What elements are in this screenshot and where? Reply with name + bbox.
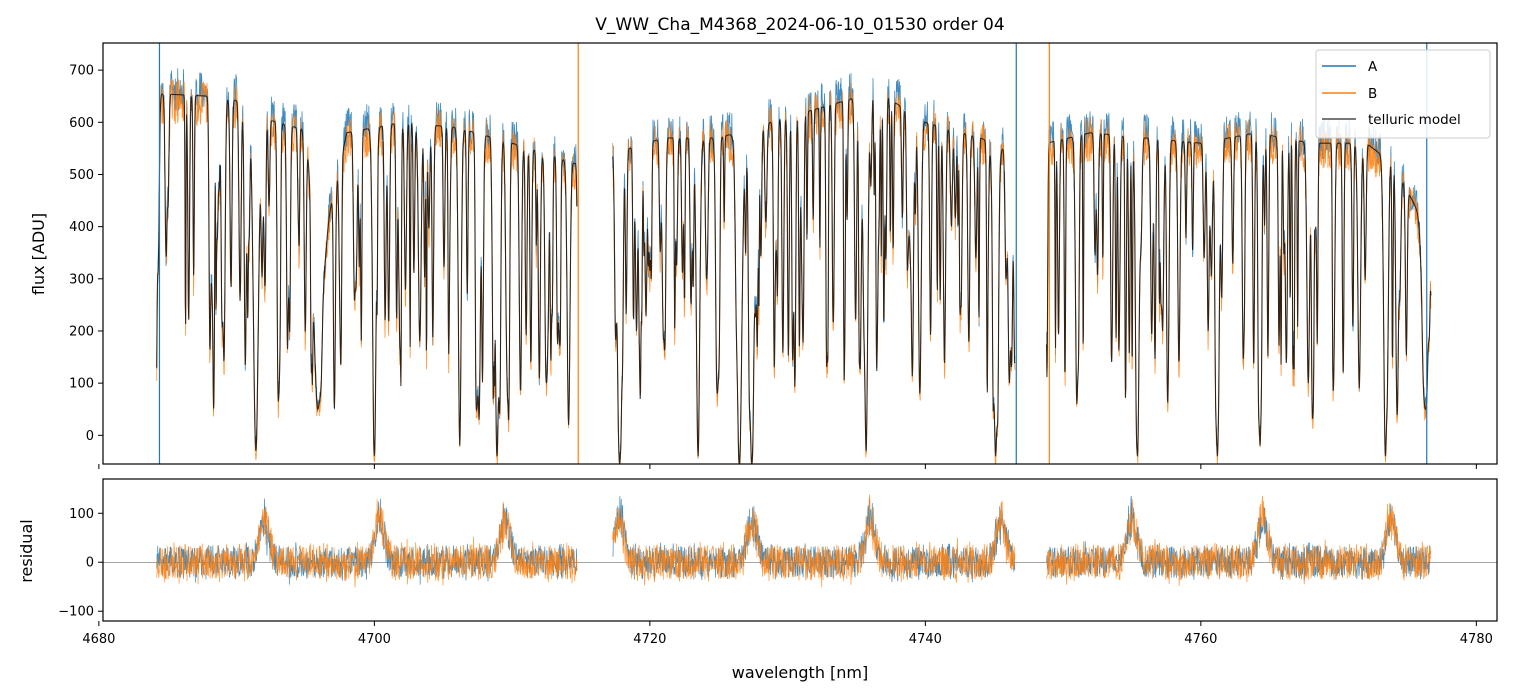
residual-axes-frame <box>102 478 1498 622</box>
legend-box <box>1315 49 1491 139</box>
x-tick-label: 4740 <box>909 632 942 647</box>
x-tick-label: 4760 <box>1184 632 1217 647</box>
flux-line-b-segment-0 <box>156 79 578 464</box>
residual-line-b-segment-1 <box>612 494 1016 588</box>
x-tick-label: 4720 <box>633 632 666 647</box>
legend-label-b: B <box>1368 86 1377 102</box>
legend-label-a: A <box>1368 59 1378 75</box>
residual-x-ticks: 4680 4700 4720 4740 4760 4780 <box>82 621 1493 647</box>
flux-y-tick-label: 500 <box>69 168 94 183</box>
flux-y-tick-label: 100 <box>69 377 94 392</box>
flux-axes-frame <box>102 42 1498 465</box>
residual-y-tick-label: 100 <box>69 507 94 522</box>
flux-y-tick-label: 0 <box>86 429 94 444</box>
legend: A B telluric model <box>1315 49 1491 139</box>
flux-y-ticks: 0 100 200 300 400 500 600 700 <box>69 64 103 444</box>
flux-y-tick-label: 200 <box>69 324 94 339</box>
flux-x-ticks <box>98 464 1477 469</box>
residual-y-ticks: −100 0 100 <box>58 507 103 620</box>
x-tick-label: 4780 <box>1460 632 1493 647</box>
flux-plot-area <box>156 43 1432 464</box>
x-tick-label: 4700 <box>358 632 391 647</box>
flux-line-telluric-model-segment-0 <box>156 93 578 457</box>
flux-y-tick-label: 300 <box>69 272 94 287</box>
residual-line-b-segment-2 <box>1046 495 1432 586</box>
flux-y-tick-label: 600 <box>69 116 94 131</box>
flux-y-tick-label: 700 <box>69 64 94 79</box>
residual-y-axis-label: residual <box>17 519 36 582</box>
residual-y-tick-label: 0 <box>86 556 94 571</box>
flux-y-axis-label: flux [ADU] <box>29 213 48 295</box>
residual-plot-area <box>103 494 1497 588</box>
x-tick-label: 4680 <box>82 632 115 647</box>
chart-title: V_WW_Cha_M4368_2024-06-10_01530 order 04 <box>595 15 1004 35</box>
residual-line-b-segment-0 <box>156 499 578 588</box>
flux-line-telluric-model-segment-1 <box>612 97 1016 464</box>
legend-label-telluric: telluric model <box>1368 112 1461 128</box>
flux-y-tick-label: 400 <box>69 220 94 235</box>
x-axis-label: wavelength [nm] <box>732 663 869 682</box>
flux-line-telluric-model-segment-2 <box>1046 132 1432 457</box>
flux-line-a-segment-0 <box>156 68 578 455</box>
residual-y-tick-label: −100 <box>58 605 94 620</box>
